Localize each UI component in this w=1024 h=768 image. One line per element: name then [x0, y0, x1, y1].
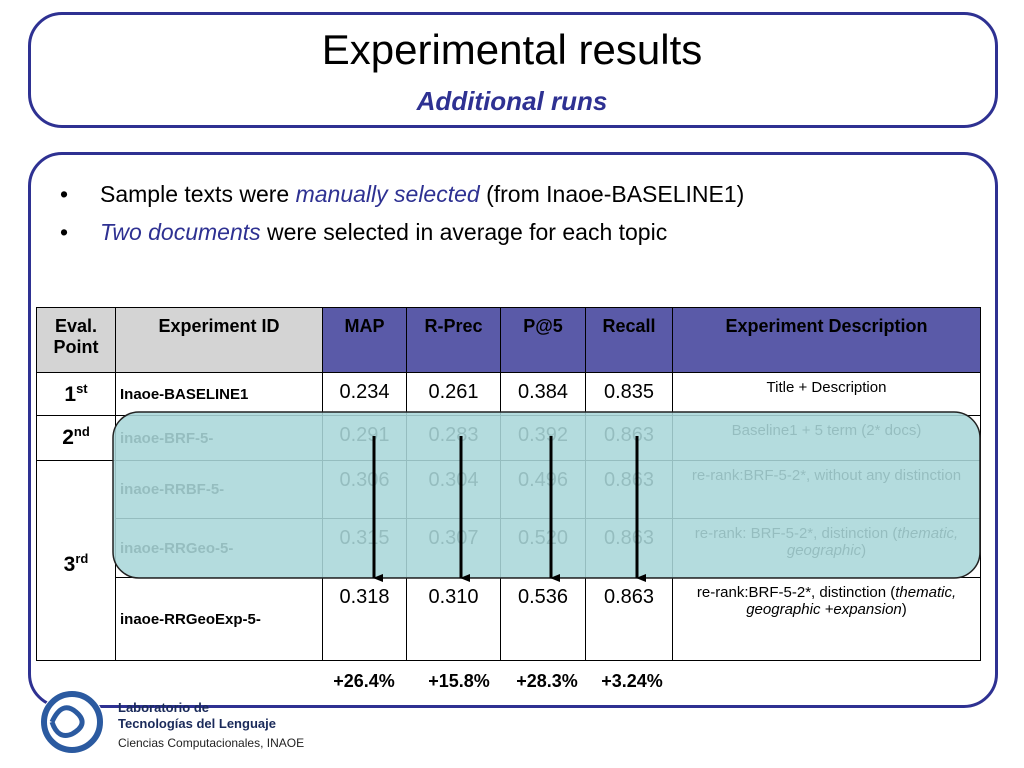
description: Title + Description — [672, 372, 981, 416]
slide-subtitle: Additional runs — [416, 86, 608, 116]
improvement: +26.4% — [333, 671, 395, 691]
logo-text: Tecnologías del Lenguaje — [118, 716, 276, 731]
header-row: Eval. Point Experiment ID MAP R-Prec P@5 Reca… — [36, 307, 981, 373]
ordinal: 2 — [62, 426, 74, 449]
metric-value: 0.536 — [500, 577, 586, 661]
ordinal-suffix: st — [76, 381, 88, 396]
emphasis: Two documents — [100, 219, 261, 245]
ordinal-suffix: nd — [73, 424, 90, 439]
logo-text: Laboratorio de — [118, 700, 210, 715]
column-header: R-Prec — [406, 307, 501, 373]
bullet: Sample texts were manually selected (fro… — [60, 181, 744, 208]
metric-value: 0.835 — [585, 372, 673, 416]
ordinal: 1 — [64, 383, 77, 406]
emphasis: manually selected — [295, 181, 480, 207]
experiment-id: Inaoe-BASELINE1 — [115, 372, 323, 416]
highlight-box — [112, 411, 981, 579]
body-frame — [28, 152, 998, 708]
ordinal: 3 — [63, 552, 76, 576]
improvement: +3.24% — [601, 671, 663, 691]
table-row: inaoe-RRGeoExp-5- 0.318 0.310 0.536 0.863 re-… — [37, 577, 981, 661]
eval-point: 1st — [36, 372, 116, 416]
text: re-rank:BRF-5-2*, distinction ( — [696, 584, 896, 601]
eval-point: 3rd — [36, 460, 116, 661]
text: (from Inaoe-BASELINE1) — [479, 181, 745, 207]
emphasis: thematic, geographic +expansion — [746, 584, 957, 618]
text: were selected in average for each topic — [260, 219, 668, 245]
slide-title: Experimental results — [321, 26, 703, 73]
text: Title + Description — [766, 379, 887, 396]
ordinal-suffix: rd — [75, 550, 89, 566]
column-header: Experiment ID — [115, 307, 323, 373]
column-header: Experiment Description — [672, 307, 981, 373]
logo-text: Ciencias Computacionales, INAOE — [118, 736, 305, 750]
logo-mark — [40, 690, 104, 754]
column-header: Recall — [585, 307, 673, 373]
metric-value: 0.234 — [322, 372, 407, 416]
column-header: Eval. Point — [36, 307, 116, 373]
table-row: 1st Inaoe-BASELINE1 0.234 0.261 0.384 0.835 Ti… — [36, 372, 981, 416]
text: ) — [901, 601, 907, 618]
improvement: +15.8% — [428, 671, 490, 691]
improvement: +28.3% — [516, 671, 578, 691]
metric-value: 0.863 — [585, 577, 673, 661]
experiment-id: inaoe-RRGeoExp-5- — [115, 577, 323, 661]
bullet: Two documents were selected in average f… — [60, 219, 667, 246]
header-frame — [28, 12, 998, 128]
metric-value: 0.318 — [322, 577, 407, 661]
text: Sample texts were — [100, 181, 296, 207]
column-header: P@5 — [500, 307, 586, 373]
